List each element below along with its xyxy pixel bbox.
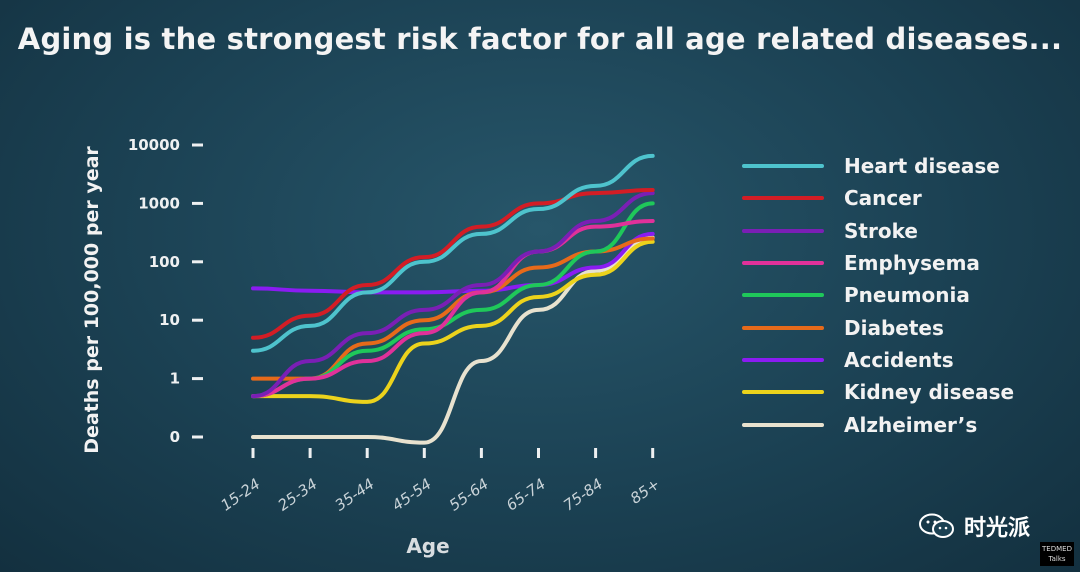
legend-swatch <box>742 196 824 201</box>
series-line-diabetes <box>251 236 655 381</box>
legend-swatch <box>742 422 824 427</box>
legend-label: Heart disease <box>844 154 1000 179</box>
brand-text: 时光派 <box>964 516 1031 541</box>
ted-badge-bottom: Talks <box>1048 555 1066 563</box>
x-tick-label: 55-64 <box>446 475 492 515</box>
chart-title: Aging is the strongest risk factor for a… <box>17 22 1063 56</box>
series-line-cancer <box>251 187 655 340</box>
y-tick-label: 10000 <box>128 136 180 154</box>
legend-item: Stroke <box>742 215 1014 247</box>
ted-badge-top: TEDMED <box>1042 545 1072 553</box>
y-tick-label: 1000 <box>138 194 180 212</box>
legend-swatch <box>742 357 824 362</box>
legend-label: Stroke <box>844 218 918 243</box>
y-axis-label: Deaths per 100,000 per year <box>81 146 103 454</box>
legend-label: Pneumonia <box>844 283 970 308</box>
x-tick-label: 15-24 <box>217 475 263 515</box>
chart-series <box>251 153 655 445</box>
legend-item: Kidney disease <box>742 376 1014 408</box>
legend-item: Heart disease <box>742 150 1014 182</box>
series-line-heart-disease <box>251 153 655 353</box>
legend-swatch <box>742 164 824 169</box>
x-tick-label: 75-84 <box>560 475 606 515</box>
legend-item: Alzheimer’s <box>742 408 1014 440</box>
legend-label: Kidney disease <box>844 380 1015 405</box>
legend-label: Emphysema <box>844 251 980 276</box>
series-line-alzheimer-s <box>251 235 655 445</box>
x-tick-label: 65-74 <box>503 475 549 515</box>
legend-item: Cancer <box>742 182 1014 214</box>
y-tick-label: 0 <box>170 428 180 446</box>
x-tick-label: 25-34 <box>275 475 321 515</box>
series-line-kidney-disease <box>251 239 655 404</box>
legend-label: Accidents <box>844 347 954 372</box>
legend-item: Accidents <box>742 344 1014 376</box>
chart-legend: Heart disease Cancer Stroke Emphysema Pneumo… <box>742 150 1014 441</box>
y-tick-label: 1 <box>170 370 180 388</box>
series-line-stroke <box>251 191 655 399</box>
tedmed-badge: TEDMED Talks <box>1040 542 1074 566</box>
y-tick-label: 100 <box>149 253 180 271</box>
wechat-icon <box>919 513 954 538</box>
legend-swatch <box>742 228 824 233</box>
legend-label: Diabetes <box>844 315 944 340</box>
legend-item: Pneumonia <box>742 279 1014 311</box>
x-tick-label: 85+ <box>627 475 663 508</box>
series-line-emphysema <box>251 218 655 399</box>
x-tick-label: 45-54 <box>389 475 435 515</box>
legend-label: Cancer <box>844 186 922 211</box>
legend-swatch <box>742 325 824 330</box>
brand-watermark: 时光派 <box>918 510 1030 542</box>
legend-item: Emphysema <box>742 247 1014 279</box>
x-tick-label: 35-44 <box>332 475 378 515</box>
x-axis-label: Age <box>406 534 449 558</box>
legend-item: Diabetes <box>742 311 1014 343</box>
legend-swatch <box>742 261 824 266</box>
legend-swatch <box>742 390 824 395</box>
y-tick-label: 10 <box>159 311 180 329</box>
legend-swatch <box>742 293 824 298</box>
legend-label: Alzheimer’s <box>844 412 978 437</box>
